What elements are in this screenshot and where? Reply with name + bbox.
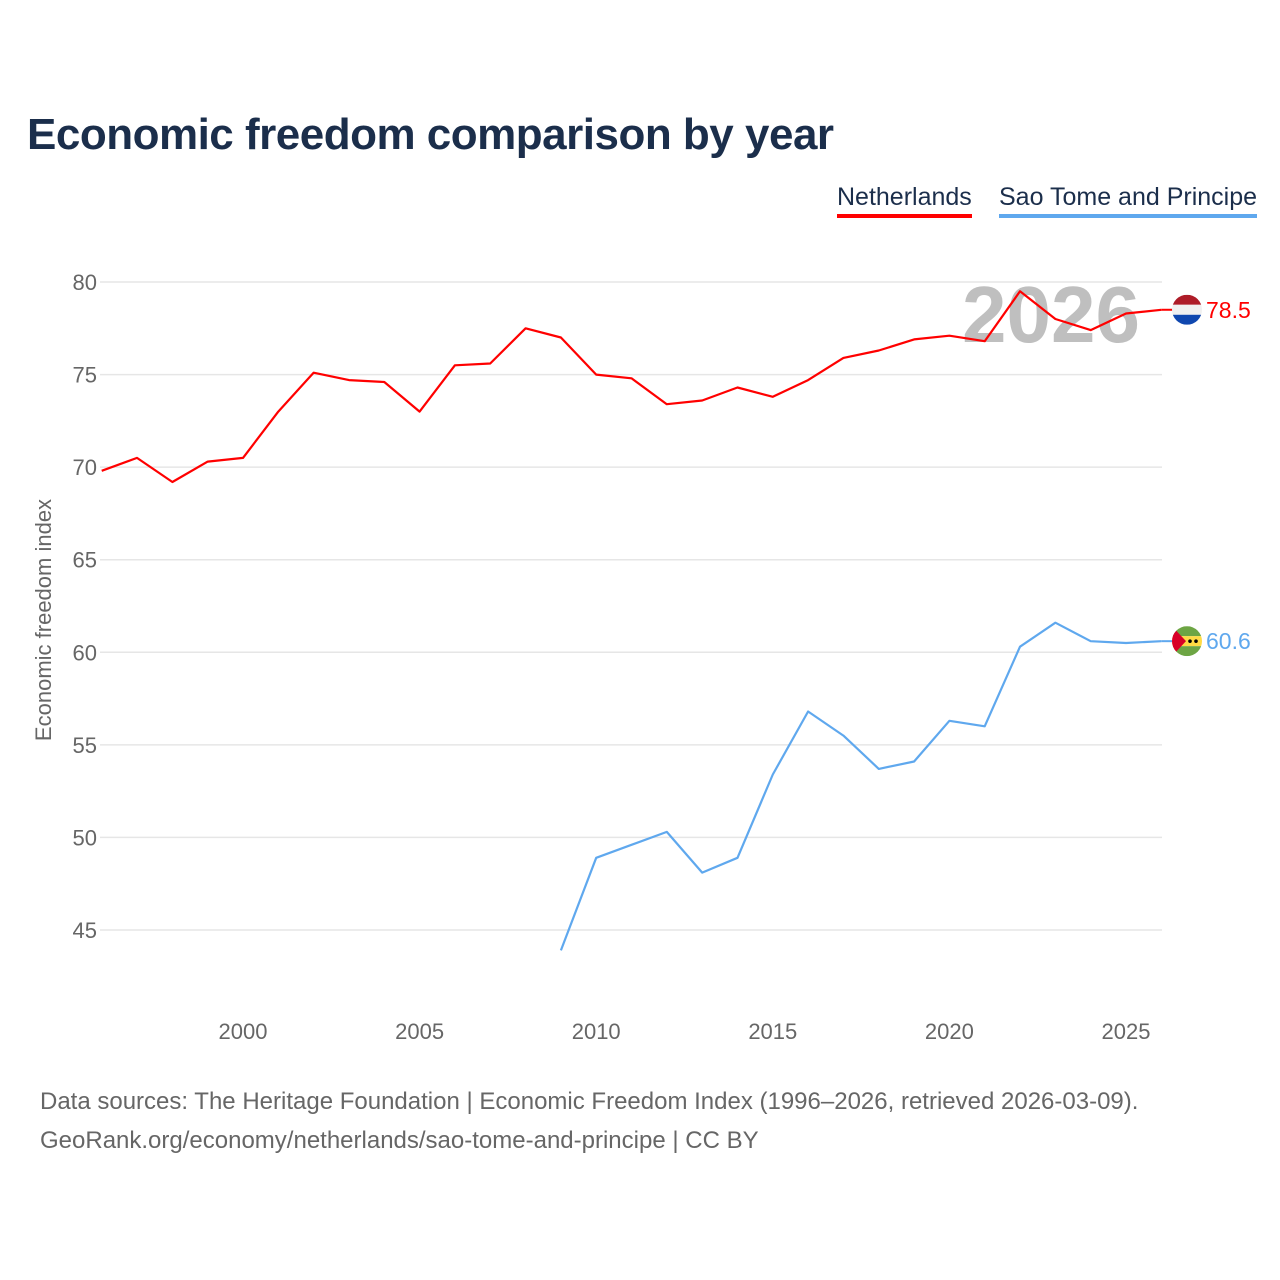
- y-tick-label: 55: [73, 733, 97, 758]
- end-value-label: 78.5: [1206, 297, 1251, 323]
- y-tick-label: 75: [73, 363, 97, 388]
- netherlands-flag-icon: [1172, 294, 1202, 325]
- series-line-1: [559, 621, 1162, 951]
- x-tick-label: 2020: [925, 1019, 974, 1044]
- y-tick-label: 70: [73, 455, 97, 480]
- y-tick-label: 65: [73, 548, 97, 573]
- y-tick-label: 80: [73, 270, 97, 295]
- chart-title: Economic freedom comparison by year: [27, 110, 834, 159]
- legend-sao-tome[interactable]: Sao Tome and Principe: [999, 183, 1258, 218]
- x-tick-label: 2025: [1102, 1019, 1151, 1044]
- series-line-0: [101, 290, 1162, 484]
- legend-netherlands[interactable]: Netherlands: [837, 183, 972, 218]
- x-tick-label: 2000: [219, 1019, 268, 1044]
- source-line-2[interactable]: GeoRank.org/economy/netherlands/sao-tome…: [40, 1127, 759, 1154]
- x-tick-label: 2010: [572, 1019, 621, 1044]
- end-value-label: 60.6: [1206, 628, 1251, 654]
- y-tick-label: 60: [73, 640, 97, 665]
- y-axis-label: Economic freedom index: [31, 499, 56, 741]
- source-line-1: Data sources: The Heritage Foundation | …: [40, 1088, 1139, 1115]
- x-tick-label: 2005: [395, 1019, 444, 1044]
- x-tick-label: 2015: [748, 1019, 797, 1044]
- y-tick-label: 50: [73, 825, 97, 850]
- y-tick-label: 45: [73, 918, 97, 943]
- sao-tome-flag-icon: [1172, 626, 1202, 657]
